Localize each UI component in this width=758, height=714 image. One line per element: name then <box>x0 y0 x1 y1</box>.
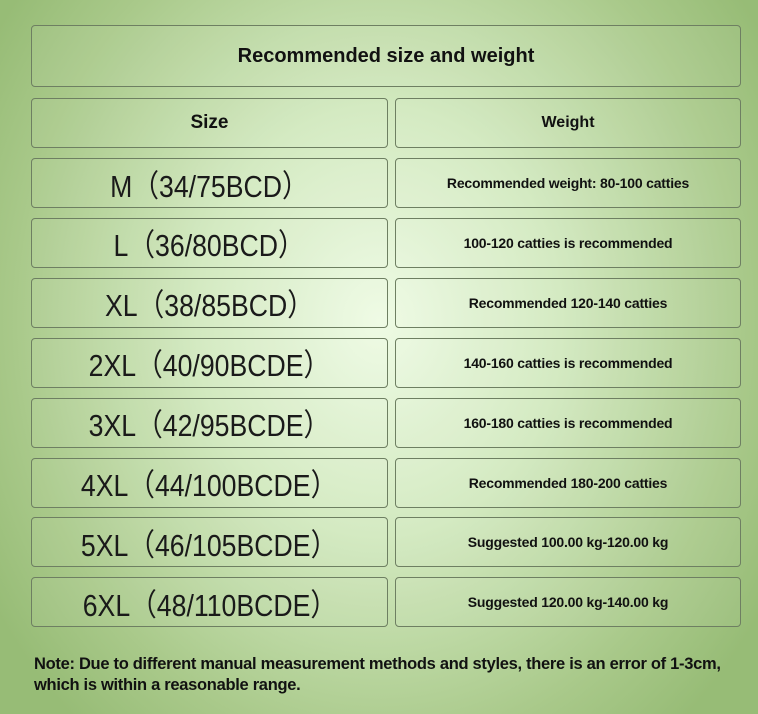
header-weight-text: Weight <box>541 114 595 131</box>
weight-cell: Suggested 120.00 kg-140.00 kg <box>395 577 741 628</box>
weight-value: Suggested 100.00 kg-120.00 kg <box>467 534 669 551</box>
weight-value: 100-120 catties is recommended <box>463 234 673 251</box>
size-cell: L（36/80BCD） <box>31 217 388 268</box>
header-size: Size <box>31 98 388 148</box>
weight-cell: Recommended weight: 80-100 catties <box>395 158 741 208</box>
weight-cell: 100-120 catties is recommended <box>395 217 741 268</box>
size-value: 6XL（48/110BCDE） <box>82 587 337 623</box>
weight-cell: 140-160 catties is recommended <box>395 337 741 388</box>
weight-value: Recommended 180-200 catties <box>468 474 668 491</box>
weight-value: Recommended weight: 80-100 catties <box>446 175 690 191</box>
header-weight: Weight <box>395 98 741 148</box>
size-value: XL（38/85BCD） <box>105 288 314 324</box>
size-cell: 2XL（40/90BCDE） <box>31 337 388 388</box>
weight-value: 160-180 catties is recommended <box>463 414 673 431</box>
size-value: L（36/80BCD） <box>113 228 306 264</box>
size-value: 4XL（44/100BCDE） <box>81 468 338 503</box>
size-cell: XL（38/85BCD） <box>31 277 388 328</box>
size-value: 2XL（40/90BCDE） <box>88 348 331 384</box>
size-cell: 4XL（44/100BCDE） <box>31 457 388 508</box>
weight-cell: Recommended 120-140 catties <box>395 277 741 328</box>
size-cell: 6XL（48/110BCDE） <box>31 577 388 628</box>
table-title: Recommended size and weight <box>31 25 741 87</box>
weight-cell: Suggested 100.00 kg-120.00 kg <box>395 517 741 568</box>
size-value: 3XL（42/95BCDE） <box>88 408 331 444</box>
weight-value: Recommended 120-140 catties <box>468 294 668 311</box>
note-text: Note: Due to different manual measuremen… <box>34 655 721 694</box>
size-cell: M（34/75BCD） <box>31 158 388 208</box>
weight-cell: Recommended 180-200 catties <box>395 457 741 508</box>
weight-value: 140-160 catties is recommended <box>463 354 673 371</box>
size-cell: 3XL（42/95BCDE） <box>31 397 388 448</box>
header-size-text: Size <box>190 112 229 133</box>
size-value: M（34/75BCD） <box>110 168 309 204</box>
size-value: 5XL（46/105BCDE） <box>81 527 338 563</box>
weight-value: Suggested 120.00 kg-140.00 kg <box>467 594 669 611</box>
size-cell: 5XL（46/105BCDE） <box>31 517 388 568</box>
weight-cell: 160-180 catties is recommended <box>395 397 741 448</box>
title-text: Recommended size and weight <box>237 44 535 67</box>
